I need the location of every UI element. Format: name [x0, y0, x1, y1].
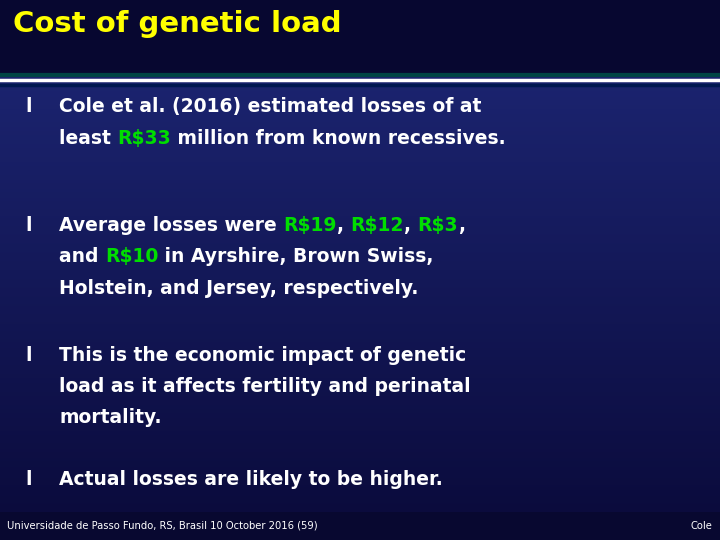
Text: l: l [25, 346, 32, 365]
Text: ,: , [337, 216, 351, 235]
Text: Average losses were: Average losses were [59, 216, 283, 235]
Text: Holstein, and Jersey, respectively.: Holstein, and Jersey, respectively. [59, 279, 418, 298]
Text: l: l [25, 97, 32, 116]
Text: ,: , [458, 216, 465, 235]
Text: mortality.: mortality. [59, 408, 161, 427]
Bar [0, 512, 720, 540]
Text: R$12: R$12 [351, 216, 404, 235]
Text: load as it affects fertility and perinatal: load as it affects fertility and perinat… [59, 377, 471, 396]
Bar [0, 0, 720, 73]
Text: l: l [25, 470, 32, 489]
Text: Cole: Cole [691, 521, 713, 531]
Text: Cole et al. (2016) estimated losses of at: Cole et al. (2016) estimated losses of a… [59, 97, 482, 116]
Text: ,: , [404, 216, 417, 235]
Text: in Ayrshire, Brown Swiss,: in Ayrshire, Brown Swiss, [158, 247, 433, 266]
Text: R$3: R$3 [417, 216, 458, 235]
Text: Actual losses are likely to be higher.: Actual losses are likely to be higher. [59, 470, 443, 489]
Text: Cost of genetic load: Cost of genetic load [13, 10, 341, 38]
Text: least: least [59, 129, 117, 147]
Text: million from known recessives.: million from known recessives. [171, 129, 505, 147]
Text: Universidade de Passo Fundo, RS, Brasil 10 October 2016 (59): Universidade de Passo Fundo, RS, Brasil … [7, 521, 318, 531]
Text: R$33: R$33 [117, 129, 171, 147]
Text: R$10: R$10 [105, 247, 158, 266]
Text: This is the economic impact of genetic: This is the economic impact of genetic [59, 346, 467, 365]
Text: l: l [25, 216, 32, 235]
Text: and: and [59, 247, 105, 266]
Text: R$19: R$19 [283, 216, 337, 235]
